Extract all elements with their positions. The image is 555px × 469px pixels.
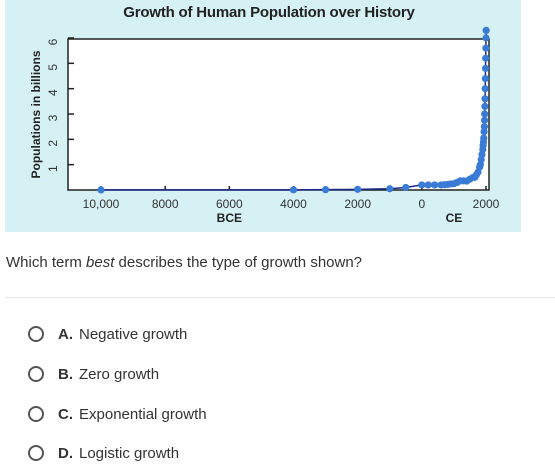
data-point [431, 181, 439, 189]
x-tick-label: 4000 [280, 197, 307, 211]
question-emphasis: best [86, 254, 115, 271]
option-letter: B. [58, 365, 73, 383]
data-point [482, 34, 490, 42]
radio-button[interactable] [28, 366, 44, 382]
era-label: BCE [217, 211, 242, 225]
y-tick-label: 2 [46, 140, 60, 147]
x-tick-label: 10,000 [83, 197, 120, 211]
era-label: CE [446, 211, 463, 225]
y-axis-label: Populations in billions [29, 50, 43, 178]
data-point [481, 102, 489, 110]
data-point [386, 185, 394, 193]
data-point [482, 26, 490, 34]
question-suffix: describes the type of growth shown? [114, 254, 363, 271]
data-point [321, 186, 330, 194]
y-tick-label: 1 [46, 165, 60, 172]
data-point [424, 181, 432, 189]
x-tick-label: 2000 [344, 197, 371, 211]
data-point [482, 44, 490, 52]
data-point [481, 110, 489, 118]
data-point [354, 185, 362, 193]
y-tick-label: 4 [46, 89, 60, 96]
y-tick-label: 3 [46, 114, 60, 121]
question-prefix: Which term [6, 254, 87, 271]
data-point [97, 186, 105, 194]
plot-area [67, 38, 490, 191]
option-d[interactable]: D. Logistic growth [28, 442, 179, 464]
option-a[interactable]: A. Negative growth [28, 323, 187, 345]
x-tick-label: 8000 [152, 197, 179, 211]
option-label: Logistic growth [79, 444, 180, 462]
chart-title: Growth of Human Population over History [123, 4, 415, 21]
option-b[interactable]: B. Zero growth [28, 363, 159, 385]
option-letter: C. [58, 405, 73, 423]
data-point [480, 134, 488, 142]
divider [6, 297, 555, 298]
data-point [481, 85, 489, 93]
data-point [481, 95, 489, 103]
x-tick-label: 0 [418, 197, 425, 211]
option-label: Exponential growth [79, 405, 207, 423]
y-tick-label: 6 [46, 38, 60, 45]
option-label: Negative growth [79, 325, 188, 343]
x-tick-label: 2000 [473, 197, 500, 211]
data-point [418, 181, 426, 189]
y-tick-label: 5 [46, 64, 60, 71]
option-letter: D. [58, 444, 73, 462]
option-label: Zero growth [79, 365, 160, 383]
data-point [481, 74, 489, 83]
radio-button[interactable] [28, 445, 44, 461]
data-point [289, 186, 298, 194]
data-point [480, 123, 488, 131]
radio-button[interactable] [28, 406, 44, 422]
option-c[interactable]: C. Exponential growth [28, 403, 207, 425]
data-point [480, 116, 489, 124]
question-text: Which term best describes the type of gr… [6, 254, 362, 271]
data-point [482, 54, 490, 62]
data-point [481, 64, 490, 72]
data-point [402, 183, 410, 192]
radio-button[interactable] [28, 326, 44, 342]
option-letter: A. [58, 325, 73, 343]
x-tick-label: 6000 [216, 197, 243, 211]
